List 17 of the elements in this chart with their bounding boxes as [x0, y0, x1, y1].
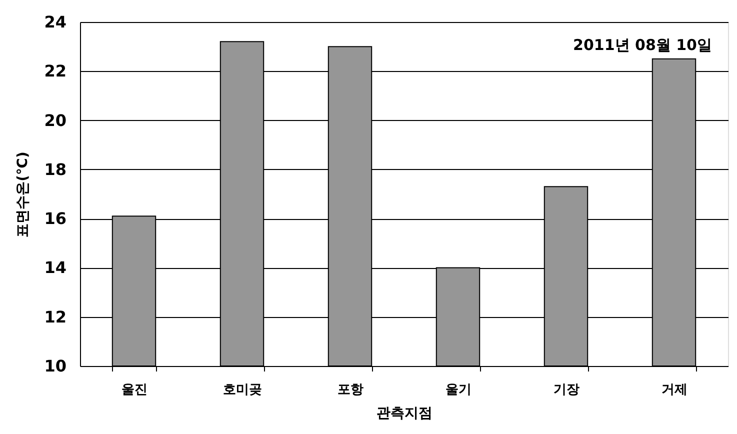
x-tick-label: 거제 — [662, 382, 688, 398]
y-tick-label: 10 — [44, 356, 66, 376]
annotation: 2011년 08월 10일 — [573, 36, 712, 54]
x-tick-label: 울기 — [446, 382, 472, 398]
x-axis-title: 관측지점 — [376, 406, 432, 422]
x-tick-label: 기장 — [554, 382, 580, 398]
x-tick-label: 포항 — [338, 382, 364, 398]
y-tick-label: 16 — [44, 209, 66, 228]
x-tick-label: 울진 — [122, 382, 148, 398]
y-tick-label: 22 — [44, 62, 66, 81]
x-tick-label: 호미곶 — [223, 382, 262, 398]
y-tick-label: 20 — [44, 110, 66, 130]
y-tick-label: 18 — [44, 160, 66, 179]
y-tick-label: 12 — [44, 307, 66, 326]
y-tick-label: 14 — [44, 258, 66, 278]
y-axis-title: 표면수온(℃) — [15, 152, 32, 238]
y-tick-label: 24 — [44, 12, 66, 32]
